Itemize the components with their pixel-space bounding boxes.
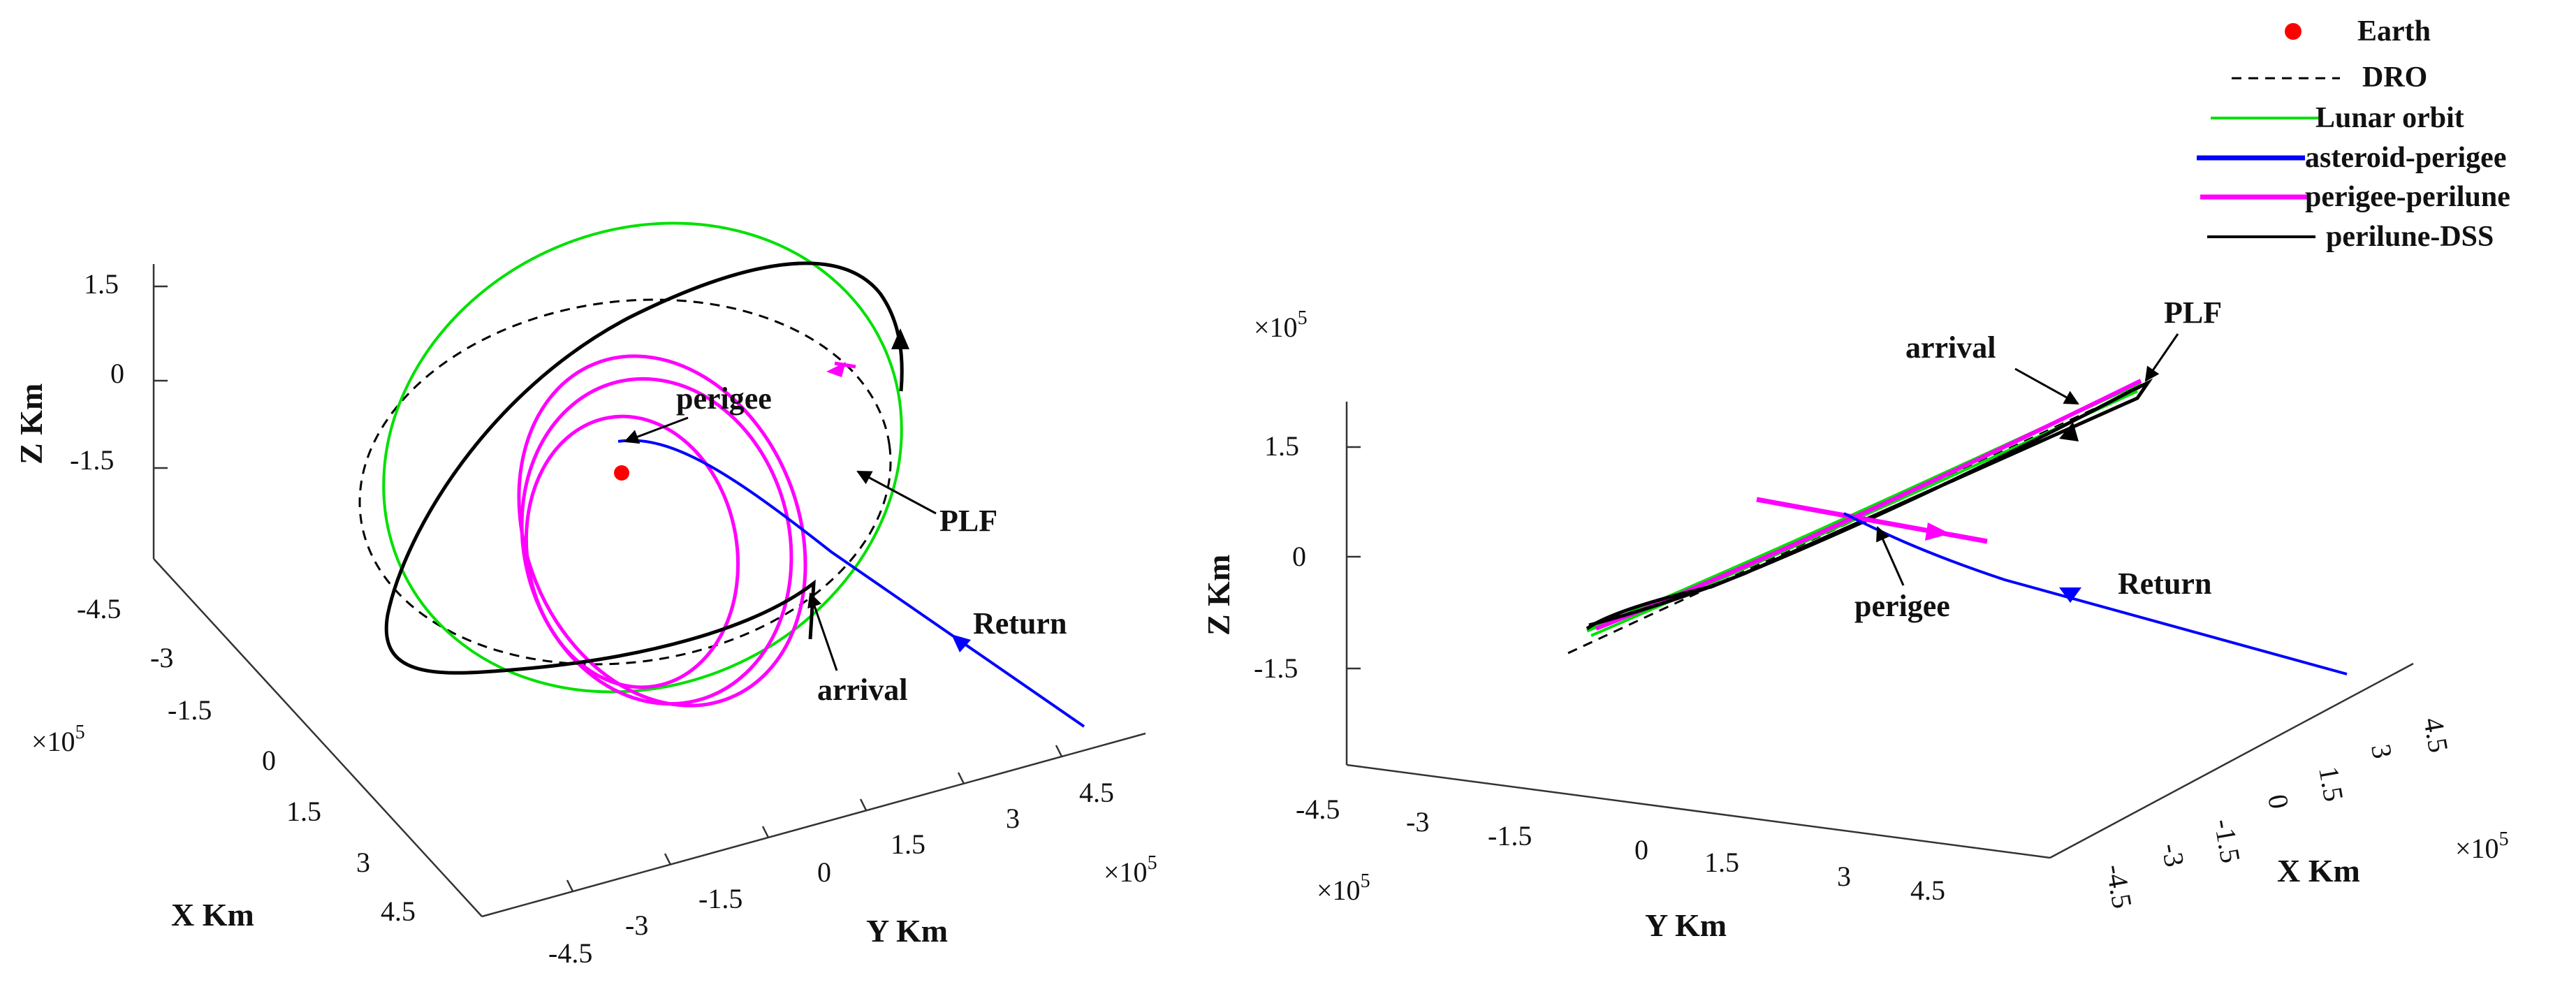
right-annotation-perigee: perigee bbox=[1854, 589, 1950, 623]
right-perigee-pointer bbox=[1876, 526, 1905, 586]
right-x-tick: -1.5 bbox=[2208, 817, 2246, 865]
left-y-tick: -4.5 bbox=[548, 937, 592, 969]
right-x-tick: -4.5 bbox=[2100, 862, 2138, 911]
right-z-tick: -1.5 bbox=[1254, 652, 1298, 684]
right-x-exponent: ×105 bbox=[2455, 828, 2509, 864]
left-arrival-pointer bbox=[807, 592, 838, 671]
right-annotation-return: Return bbox=[2118, 567, 2211, 601]
left-perigee-pointer bbox=[624, 416, 689, 444]
right-y-ticks: -4.5 -3 -1.5 0 1.5 3 4.5 bbox=[1296, 794, 1945, 906]
left-x-tick: 1.5 bbox=[286, 796, 321, 827]
left-annotation-perigee: perigee bbox=[676, 381, 772, 416]
right-x-tick: 0 bbox=[2262, 792, 2295, 812]
left-x-tick: 4.5 bbox=[381, 896, 416, 927]
right-annotation-plf: PLF bbox=[2164, 295, 2222, 330]
right-y-axis bbox=[1346, 763, 2051, 859]
right-x-tick: 4.5 bbox=[2417, 715, 2454, 755]
left-plf-pointer bbox=[856, 470, 937, 515]
left-dss-arrowhead bbox=[891, 328, 909, 349]
legend-perigee-perilune-label: perigee-perilune bbox=[2305, 181, 2510, 213]
legend-earth-marker bbox=[2285, 23, 2301, 40]
legend-lunar-label: Lunar orbit bbox=[2315, 102, 2464, 134]
left-x-tick: -4.5 bbox=[77, 593, 121, 624]
legend-asteroid-label: asteroid-perigee bbox=[2305, 142, 2506, 174]
right-x-ticks: 4.5 3 1.5 0 -1.5 -3 -4.5 bbox=[2100, 715, 2454, 911]
left-x-tick: 3 bbox=[356, 847, 370, 878]
right-annotation-arrival: arrival bbox=[1905, 330, 1996, 365]
right-y-exponent: ×105 bbox=[1317, 870, 1370, 906]
right-asteroid-perigee bbox=[1843, 512, 2348, 675]
right-y-tick: 1.5 bbox=[1704, 847, 1739, 878]
right-x-tick: -3 bbox=[2156, 841, 2190, 870]
right-dss-arrowhead bbox=[2059, 422, 2079, 441]
right-x-label: X Km bbox=[2277, 853, 2360, 889]
left-earth-marker bbox=[614, 465, 629, 481]
right-y-label: Y Km bbox=[1645, 907, 1727, 943]
right-y-tick: 0 bbox=[1634, 834, 1648, 865]
left-perilune-dss bbox=[384, 261, 904, 675]
left-z-tick: -1.5 bbox=[70, 444, 114, 476]
right-chart: 1.5 0 -1.5 ×105 Z Km -4.5 -3 -1.5 0 1.5 … bbox=[1201, 295, 2509, 943]
right-plf-pointer bbox=[2144, 333, 2179, 382]
right-z-label: Z Km bbox=[1201, 555, 1236, 636]
right-arrival-pointer bbox=[2014, 367, 2079, 405]
left-y-tick: -3 bbox=[625, 909, 648, 941]
legend-dro-label: DRO bbox=[2362, 61, 2427, 94]
right-z-tick: 0 bbox=[1292, 541, 1306, 572]
left-z-ticks: 1.5 0 -1.5 bbox=[70, 268, 168, 476]
left-x-ticks: -4.5 -3 -1.5 0 1.5 3 4.5 bbox=[77, 593, 416, 927]
legend-earth-label: Earth bbox=[2357, 15, 2431, 47]
legend: Earth DRO Lunar orbit asteroid-perigee p… bbox=[2197, 15, 2510, 253]
left-y-label: Y Km bbox=[866, 913, 948, 949]
right-y-tick: 3 bbox=[1837, 861, 1851, 892]
left-y-exponent: ×105 bbox=[1104, 852, 1157, 888]
legend-perilune-dss-label: perilune-DSS bbox=[2326, 221, 2494, 253]
left-annotation-plf: PLF bbox=[939, 504, 997, 538]
right-y-tick: 4.5 bbox=[1910, 875, 1945, 906]
right-perilune-dss bbox=[1586, 378, 2153, 631]
right-perigee-perilune-arrowhead bbox=[1925, 522, 1950, 541]
left-perigee-perilune bbox=[517, 354, 856, 708]
left-annotation-return: Return bbox=[973, 606, 1067, 641]
left-chart: 1.5 0 -1.5 Z Km -4.5 -3 -1.5 0 1.5 3 4.5… bbox=[13, 221, 1157, 969]
right-return-arrowhead bbox=[2059, 587, 2081, 603]
left-y-tick: 3 bbox=[1006, 803, 1020, 834]
left-x-tick: 0 bbox=[262, 745, 276, 776]
left-y-ticks: -4.5 -3 -1.5 0 1.5 3 4.5 bbox=[548, 745, 1114, 969]
left-return-arrowhead bbox=[951, 634, 971, 652]
left-z-tick: 1.5 bbox=[84, 268, 119, 300]
left-dro-orbit bbox=[358, 298, 892, 666]
right-y-tick: -1.5 bbox=[1488, 820, 1532, 852]
left-x-exponent: ×105 bbox=[31, 722, 85, 757]
left-x-tick: -1.5 bbox=[168, 694, 212, 726]
left-y-tick: -1.5 bbox=[698, 883, 742, 914]
right-y-tick: -3 bbox=[1406, 806, 1429, 838]
left-annotation-arrival: arrival bbox=[817, 673, 908, 707]
left-y-axis bbox=[481, 732, 1146, 918]
left-y-tick: 0 bbox=[817, 856, 831, 888]
left-x-tick: -3 bbox=[150, 642, 173, 673]
left-x-label: X Km bbox=[171, 897, 254, 933]
right-x-axis bbox=[2049, 662, 2414, 859]
right-x-tick: 3 bbox=[2365, 742, 2399, 761]
right-y-tick: -4.5 bbox=[1296, 794, 1340, 825]
left-z-tick: 0 bbox=[110, 358, 124, 389]
left-x-axis bbox=[153, 558, 483, 917]
left-y-tick: 4.5 bbox=[1079, 777, 1114, 808]
right-perigee-perilune-cross bbox=[1756, 497, 1988, 544]
left-asteroid-perigee bbox=[617, 439, 1085, 728]
right-orbits bbox=[1567, 378, 2153, 655]
right-z-tick: 1.5 bbox=[1264, 430, 1299, 462]
right-x-tick: 1.5 bbox=[2313, 764, 2350, 804]
right-z-exponent: ×105 bbox=[1254, 307, 1308, 343]
right-z-ticks: 1.5 0 -1.5 bbox=[1254, 430, 1361, 684]
left-y-tick: 1.5 bbox=[891, 828, 925, 860]
left-z-label: Z Km bbox=[13, 383, 49, 465]
right-dro-orbit bbox=[1567, 384, 2145, 655]
